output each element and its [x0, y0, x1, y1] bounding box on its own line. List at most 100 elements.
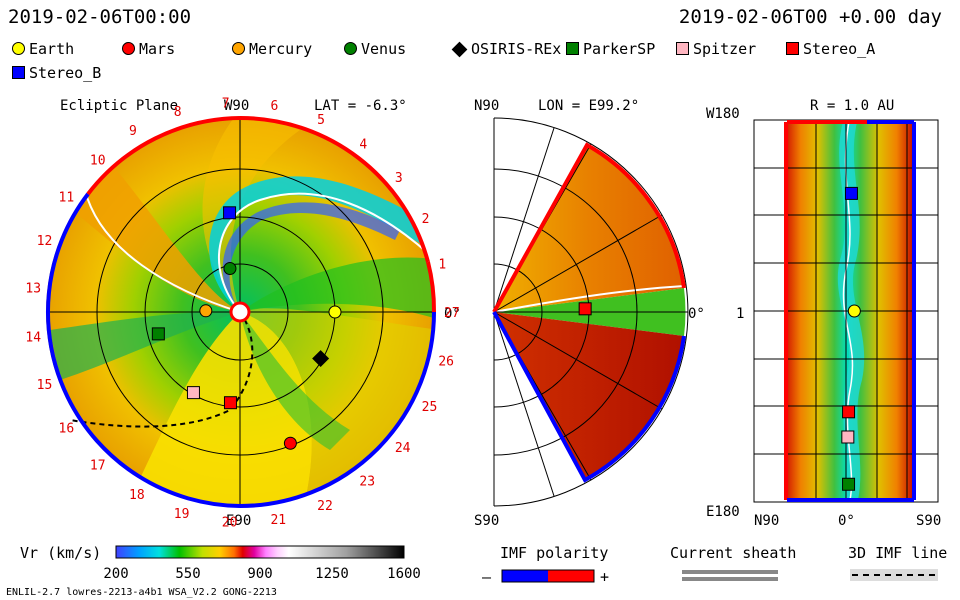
- meridional-panel: N90 LON = E99.2° S90 0°: [474, 98, 705, 529]
- legend-marker: [232, 42, 245, 55]
- ecliptic-top-label: W90: [224, 98, 249, 114]
- legend-marker: [344, 42, 357, 55]
- sector-number: 15: [37, 378, 53, 393]
- legend-item-osiris-rex: OSIRIS-REx: [451, 40, 562, 58]
- colorbar-tick-label: 1600: [387, 566, 421, 582]
- legend-item-stereo-b: Stereo_B: [12, 64, 101, 82]
- meridional-title: LON = E99.2°: [538, 98, 639, 114]
- sector-number: 10: [90, 153, 106, 168]
- legend-label: Mercury: [249, 40, 313, 58]
- meridional-north-wedge: [494, 145, 684, 312]
- sector-number: 14: [25, 330, 41, 345]
- sector-number: 8: [174, 105, 182, 120]
- sector-number: 19: [174, 507, 190, 522]
- sector-number: 3: [395, 171, 403, 186]
- sector-number: 21: [270, 513, 286, 528]
- ecliptic-structures: [50, 118, 434, 506]
- colorbar-ticks: 200 550 900 1250 1600: [103, 566, 421, 582]
- imf-minus: –: [482, 568, 492, 586]
- legend-item-mercury: Mercury: [232, 40, 312, 58]
- latlon-bodies: [841, 186, 861, 491]
- sector-number: 7: [222, 96, 230, 111]
- marker-venus: [223, 261, 237, 275]
- legend-marker: [12, 42, 25, 55]
- latlon-x-left: N90: [754, 513, 779, 529]
- colorbar-title: Vr (km/s): [20, 544, 101, 562]
- sector-number: 9: [129, 124, 137, 139]
- imf3d-legend: 3D IMF line: [848, 544, 947, 581]
- ecliptic-lat-label: LAT = -6.3°: [314, 98, 407, 114]
- colorbar-tick-label: 900: [247, 566, 272, 582]
- left-timestamp: 2019-02-06T00:00: [8, 6, 192, 28]
- sector-number: 6: [270, 99, 278, 114]
- meridional-bodies: [578, 302, 592, 316]
- sector-number: 4: [359, 138, 367, 153]
- marker-earth: [328, 305, 342, 319]
- legend-item-mars: Mars: [122, 40, 175, 58]
- ecliptic-panel: Ecliptic Plane LAT = -6.3° W90 E90 0° 12…: [25, 96, 460, 530]
- sector-number: 16: [59, 421, 75, 436]
- sector-number: 2: [422, 212, 430, 227]
- legend-label: OSIRIS-REx: [471, 40, 562, 58]
- legend-label: Spitzer: [693, 40, 757, 58]
- marker-mars: [283, 436, 297, 450]
- marker-stereo-a: [578, 302, 592, 316]
- meridional-top-label: N90: [474, 98, 499, 114]
- ecliptic-bottom-label: E90: [226, 513, 251, 529]
- marker-stereo-a: [223, 396, 237, 410]
- colorbar-ramp: [115, 545, 405, 559]
- marker-earth: [847, 304, 861, 318]
- ecliptic-right-label: 0°: [444, 306, 461, 322]
- legend-label: Stereo_A: [803, 40, 876, 58]
- sector-number: 11: [59, 191, 75, 206]
- legend-item-earth: Earth: [12, 40, 74, 58]
- sector-number: 23: [359, 474, 375, 489]
- imf-negative-swatch: [502, 570, 548, 582]
- colorbar-tick-label: 1250: [315, 566, 349, 582]
- latlon-title: R = 1.0 AU: [810, 98, 894, 114]
- legend-label: Stereo_B: [29, 64, 102, 82]
- imf3d-title: 3D IMF line: [848, 544, 947, 562]
- marker-osiris-rex: [312, 350, 330, 368]
- sector-number: 12: [37, 234, 53, 249]
- latlon-panel: R = 1.0 AU W180 1 E180 N90 0° S90: [706, 98, 941, 529]
- marker-spitzer: [186, 386, 200, 400]
- sector-number: 17: [90, 459, 106, 474]
- latlon-y-bottom: E180: [706, 504, 740, 520]
- sector-number: 13: [25, 282, 41, 297]
- sector-number: 25: [422, 400, 438, 415]
- meridional-bottom-label: S90: [474, 513, 499, 529]
- legend-item-spitzer: Spitzer: [676, 40, 756, 58]
- marker-parkersp: [151, 327, 165, 341]
- sector-number: 22: [317, 499, 333, 514]
- latlon-y-mid: 1: [736, 306, 744, 322]
- latlon-y-top: W180: [706, 106, 740, 122]
- marker-stereo-b: [223, 206, 237, 220]
- legend-label: Earth: [29, 40, 75, 58]
- ecliptic-title: Ecliptic Plane: [60, 98, 178, 114]
- legend-item-parkersp: ParkerSP: [566, 40, 655, 58]
- legend-label: ParkerSP: [583, 40, 656, 58]
- marker-parkersp: [842, 477, 856, 491]
- sector-number: 24: [395, 441, 411, 456]
- imf-polarity-legend: IMF polarity – +: [482, 544, 609, 586]
- current-sheath-legend: Current sheath: [670, 544, 796, 581]
- legend-marker: [676, 42, 689, 55]
- latlon-x-right: S90: [916, 513, 941, 529]
- marker-stereo-b: [844, 186, 858, 200]
- latlon-x-mid: 0°: [838, 513, 855, 529]
- meridional-south-wedge: [494, 312, 684, 480]
- legend-item-venus: Venus: [344, 40, 406, 58]
- legend-marker: [12, 66, 25, 79]
- sector-number: 26: [438, 354, 454, 369]
- imf-positive-swatch: [548, 570, 594, 582]
- legend-marker: [122, 42, 135, 55]
- right-timestamp: 2019-02-06T00 +0.00 day: [678, 6, 942, 28]
- colorbar: Vr (km/s) 200 550 900 1250 1600: [20, 544, 421, 582]
- legend-item-stereo-a: Stereo_A: [786, 40, 875, 58]
- imf-plus: +: [600, 568, 609, 586]
- meridional-right-label: 0°: [688, 306, 705, 322]
- marker-mercury: [199, 304, 213, 318]
